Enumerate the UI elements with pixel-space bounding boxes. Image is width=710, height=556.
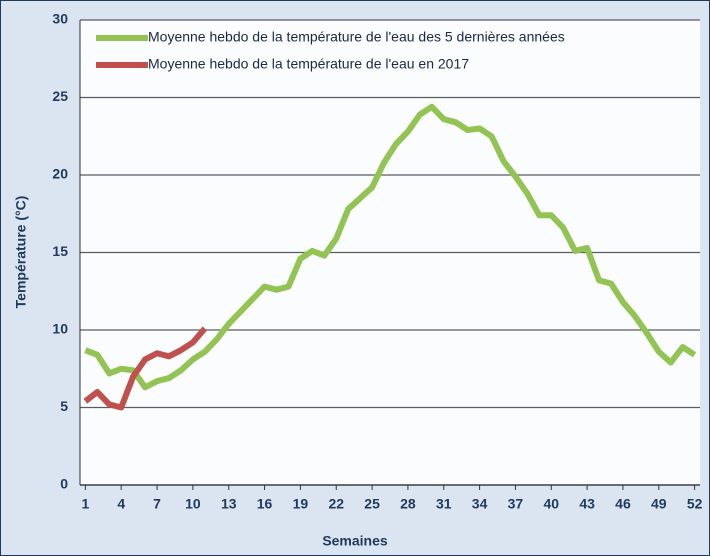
x-axis-label: Semaines (322, 533, 388, 549)
x-tick-label: 34 (472, 496, 488, 512)
x-tick-label: 22 (328, 496, 344, 512)
series-line (84, 103, 697, 391)
x-tick-label: 28 (400, 496, 416, 512)
series-line (83, 326, 208, 411)
x-tick-label: 40 (543, 496, 559, 512)
x-tick-label: 19 (293, 496, 309, 512)
x-tick-label: 7 (153, 496, 161, 512)
y-tick-label: 20 (52, 166, 68, 182)
x-tick-label: 25 (364, 496, 380, 512)
y-tick-label: 15 (52, 243, 68, 259)
x-tick-label: 46 (615, 496, 631, 512)
x-tick-label: 13 (221, 496, 237, 512)
legend-label: Moyenne hebdo de la température de l'eau… (148, 56, 469, 72)
x-tick-label: 4 (117, 496, 125, 512)
y-tick-label: 25 (52, 88, 68, 104)
y-axis-label: Température (°C) (13, 196, 29, 309)
x-tick-label: 52 (687, 496, 703, 512)
x-tick-label: 10 (185, 496, 201, 512)
y-tick-label: 10 (52, 321, 68, 337)
legend-label: Moyenne hebdo de la température de l'eau… (148, 29, 565, 45)
x-tick-label: 16 (257, 496, 273, 512)
x-tick-label: 1 (81, 496, 89, 512)
x-tick-label: 49 (651, 496, 667, 512)
y-tick-label: 30 (52, 11, 68, 27)
x-tick-label: 43 (579, 496, 595, 512)
y-tick-label: 5 (60, 398, 68, 414)
x-tick-label: 31 (436, 496, 452, 512)
x-tick-label: 37 (508, 496, 524, 512)
y-tick-label: 0 (60, 476, 68, 492)
